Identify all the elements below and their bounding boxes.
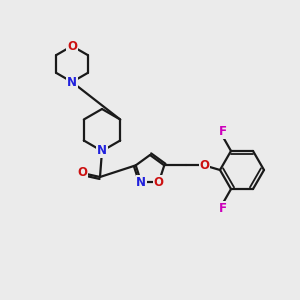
Text: O: O xyxy=(67,40,77,52)
Text: F: F xyxy=(219,202,227,214)
Text: O: O xyxy=(154,176,164,189)
Text: N: N xyxy=(67,76,77,88)
Text: N: N xyxy=(97,145,107,158)
Text: N: N xyxy=(136,176,146,189)
Text: O: O xyxy=(77,167,87,179)
Text: F: F xyxy=(219,125,227,138)
Text: O: O xyxy=(199,159,209,172)
